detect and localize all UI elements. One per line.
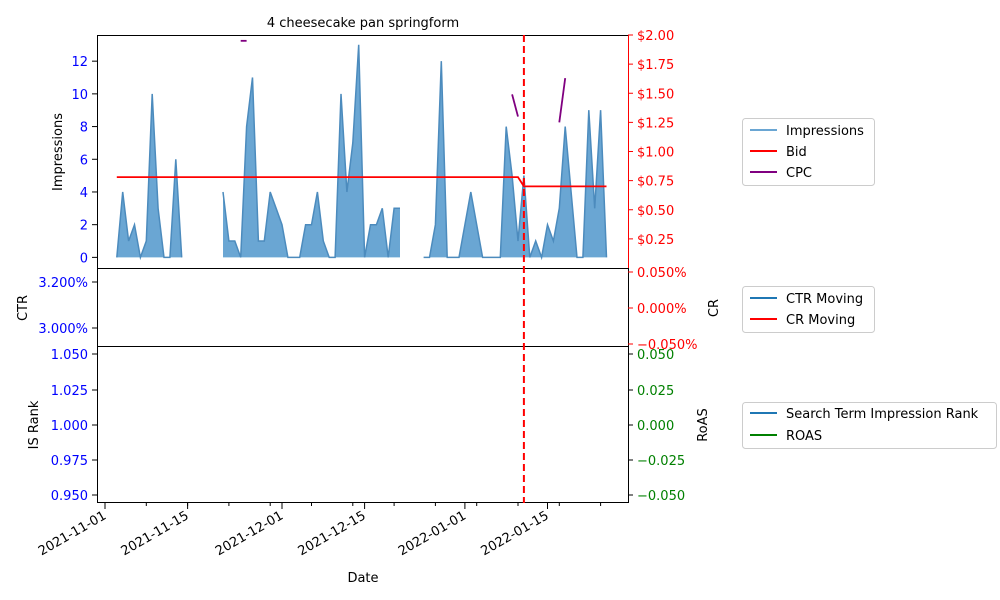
legend-label-cr-moving: CR Moving bbox=[786, 313, 855, 328]
date-tick-2021-12-15: 2021-12-15 bbox=[296, 508, 369, 559]
date-tick-2021-11-01: 2021-11-01 bbox=[36, 508, 109, 559]
cr-tick-1: 0.000% bbox=[637, 302, 687, 317]
impressions-tick-6: 6 bbox=[80, 153, 88, 168]
legend-label-bid: Bid bbox=[786, 145, 807, 160]
is-rank-tick-0: 0.950 bbox=[51, 489, 88, 504]
bid-tick-1: $1.00 bbox=[637, 146, 674, 161]
impressions-tick-4: 4 bbox=[80, 186, 88, 201]
cpc-segment-1 bbox=[511, 94, 519, 117]
impressions-series bbox=[116, 44, 608, 261]
date-tick-2022-01-15: 2022-01-15 bbox=[479, 508, 552, 559]
impressions-line-0 bbox=[116, 93, 183, 261]
legend-label-ctr-moving: CTR Moving bbox=[786, 292, 863, 307]
chart-title: 4 cheesecake pan springform bbox=[267, 16, 459, 31]
bid-tick-1.75: $1.75 bbox=[637, 58, 674, 73]
is-rank-tick-2: 1.000 bbox=[51, 419, 88, 434]
ctr-tick-1: 3.200% bbox=[38, 276, 88, 291]
cr-tick-2: 0.050% bbox=[637, 266, 687, 281]
impressions-tick-8: 8 bbox=[80, 121, 88, 136]
bid-tick-0.5: $0.50 bbox=[637, 204, 674, 219]
ctr-tick-0: 3.000% bbox=[38, 322, 88, 337]
bid-tick-2: $2.00 bbox=[637, 29, 674, 44]
impressions-tick-0: 0 bbox=[80, 251, 88, 266]
roas-axis-label: RoAS bbox=[696, 408, 711, 442]
cr-tick-0: −0.050% bbox=[637, 338, 697, 353]
bid-tick-0.75: $0.75 bbox=[637, 175, 674, 190]
impressions-area-1 bbox=[223, 44, 400, 258]
date-tick-2022-01-01: 2022-01-01 bbox=[396, 508, 469, 559]
roas-tick-0: −0.050 bbox=[637, 489, 685, 504]
bid-line bbox=[116, 176, 607, 188]
impressions-area-2 bbox=[423, 61, 607, 258]
roas-tick-1: −0.025 bbox=[637, 454, 685, 469]
legend-rank: Search Term Impression Rank ROAS bbox=[742, 402, 997, 449]
panel-rank-frame bbox=[97, 346, 629, 503]
legend-ctr: CTR Moving CR Moving bbox=[742, 286, 875, 333]
bid-tick-1.5: $1.50 bbox=[637, 87, 674, 102]
bid-tick-0.25: $0.25 bbox=[637, 233, 674, 248]
impressions-line-1 bbox=[222, 44, 400, 259]
legend-label-cpc: CPC bbox=[786, 166, 812, 181]
legend-label-impressions: Impressions bbox=[786, 124, 864, 139]
roas-tick-4: 0.050 bbox=[637, 348, 674, 363]
bid-tick-1.25: $1.25 bbox=[637, 116, 674, 131]
is-rank-axis-label: IS Rank bbox=[27, 400, 42, 449]
roas-tick-3: 0.025 bbox=[637, 384, 674, 399]
roas-tick-2: 0.000 bbox=[637, 419, 674, 434]
impressions-tick-12: 12 bbox=[71, 55, 88, 70]
ctr-axis-label: CTR bbox=[16, 295, 31, 321]
impressions-tick-10: 10 bbox=[71, 88, 88, 103]
cpc-segment-2 bbox=[558, 77, 567, 123]
legend-label-roas: ROAS bbox=[786, 429, 822, 444]
is-rank-tick-3: 1.025 bbox=[51, 384, 88, 399]
impressions-line-2 bbox=[423, 61, 608, 261]
date-tick-2021-12-01: 2021-12-01 bbox=[213, 508, 286, 559]
date-axis-label: Date bbox=[347, 571, 378, 586]
bid-series bbox=[116, 176, 607, 188]
legend-label-search-term-rank: Search Term Impression Rank bbox=[786, 407, 979, 422]
cr-axis-label: CR bbox=[707, 299, 722, 317]
is-rank-tick-1: 0.975 bbox=[51, 454, 88, 469]
cpc-series bbox=[240, 39, 567, 123]
panel-ctr-frame bbox=[97, 268, 629, 347]
impressions-axis-label: Impressions bbox=[51, 113, 66, 191]
date-tick-2021-11-15: 2021-11-15 bbox=[119, 508, 192, 559]
impressions-tick-2: 2 bbox=[80, 219, 88, 234]
is-rank-tick-4: 1.050 bbox=[51, 348, 88, 363]
axis-ticks: 0 2 4 6 8 10 12 $0.25 $0.50 $0.75 $1.00 $1.25 $1.50 $… bbox=[36, 29, 697, 559]
legend-impressions: Impressions Bid CPC bbox=[742, 118, 875, 186]
